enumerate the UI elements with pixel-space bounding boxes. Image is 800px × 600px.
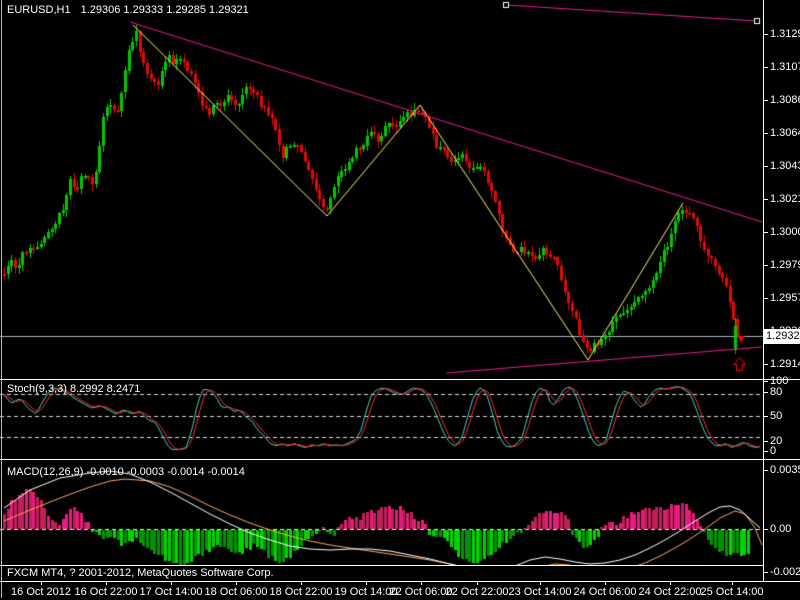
time-axis-tick	[732, 581, 733, 585]
stoch-axis-label: 20	[770, 435, 783, 447]
time-axis-label: 23 Oct 14:00	[508, 586, 572, 598]
time-axis-label: 24 Oct 22:00	[638, 586, 702, 598]
window-left-border	[1, 0, 2, 598]
stoch-axis-label: 80	[770, 386, 783, 398]
time-axis-label: 18 Oct 06:00	[204, 586, 268, 598]
price-axis-label: 1.30430	[770, 160, 800, 172]
pane-separator-stoch-macd[interactable]	[0, 459, 800, 460]
pane-separator-main-stoch[interactable]	[0, 379, 800, 380]
price-axis-label: 1.31290	[770, 28, 800, 40]
stochastic-label: Stoch(9,3,3) 8.2992 8.2471	[7, 383, 141, 395]
macd-axis-label: 0.00	[770, 523, 792, 535]
macd-axis-label: -0.0026	[770, 566, 800, 578]
stoch-axis-label: 100	[770, 375, 789, 387]
time-axis-label: 18 Oct 22:00	[269, 586, 333, 598]
main-price-chart[interactable]	[0, 0, 763, 379]
price-axis-label: 1.30860	[770, 94, 800, 106]
time-axis-label: 16 Oct 2012	[11, 586, 71, 598]
price-axis-label: 1.30005	[770, 226, 800, 238]
time-axis-tick	[605, 581, 606, 585]
price-axis-label: 1.29575	[770, 292, 800, 304]
time-axis-tick	[171, 581, 172, 585]
time-axis-label: 25 Oct 14:00	[700, 586, 764, 598]
price-axis-label: 1.30215	[770, 193, 800, 205]
time-axis-label: 22 Oct 06:00	[389, 586, 453, 598]
symbol-period-label: EURUSD,H1	[7, 4, 71, 16]
copyright-text: FXCM MT4, ? 2001-2012, MetaQuotes Softwa…	[7, 567, 274, 579]
stoch-axis-label: 50	[770, 410, 783, 422]
time-axis-label: 19 Oct 14:00	[334, 586, 398, 598]
price-axis-label: 1.29790	[770, 259, 800, 271]
pane-separator-macd-footer	[0, 565, 763, 566]
time-axis-tick	[366, 581, 367, 585]
macd-label: MACD(12,26,9) -0.0010 -0.0003 -0.0014 -0…	[7, 466, 245, 478]
time-axis-tick	[421, 581, 422, 585]
time-axis-tick	[236, 581, 237, 585]
time-axis-tick	[41, 581, 42, 585]
macd-axis-label: 0.0035	[770, 464, 800, 476]
time-axis-label: 16 Oct 22:00	[74, 586, 138, 598]
price-axis-label: 1.30645	[770, 127, 800, 139]
time-axis-tick	[106, 581, 107, 585]
price-axis-label: 1.31075	[770, 61, 800, 73]
price-axis-label: 1.29145	[770, 358, 800, 370]
time-axis-label: 24 Oct 06:00	[573, 586, 637, 598]
time-axis-separator	[0, 581, 800, 582]
macd-chart[interactable]	[0, 461, 763, 565]
time-axis-tick	[477, 581, 478, 585]
time-axis-tick	[540, 581, 541, 585]
time-axis-label: 22 Oct 22:00	[445, 586, 509, 598]
chart-title: EURUSD,H1 1.29306 1.29333 1.29285 1.29321	[7, 4, 249, 16]
time-axis-tick	[301, 581, 302, 585]
stoch-axis-label: 0	[770, 445, 777, 457]
time-axis-tick	[670, 581, 671, 585]
bid-price-box: 1.29321	[764, 329, 800, 344]
ohlc-values: 1.29306 1.29333 1.29285 1.29321	[80, 4, 249, 16]
time-axis-label: 17 Oct 14:00	[139, 586, 203, 598]
stochastic-chart[interactable]	[0, 381, 763, 458]
bid-price-value: 1.29321	[766, 330, 800, 342]
price-axis-separator	[763, 0, 764, 581]
time-axis[interactable]: 16 Oct 2012 16 Oct 22:00 17 Oct 14:00 18 Oc…	[0, 581, 800, 600]
